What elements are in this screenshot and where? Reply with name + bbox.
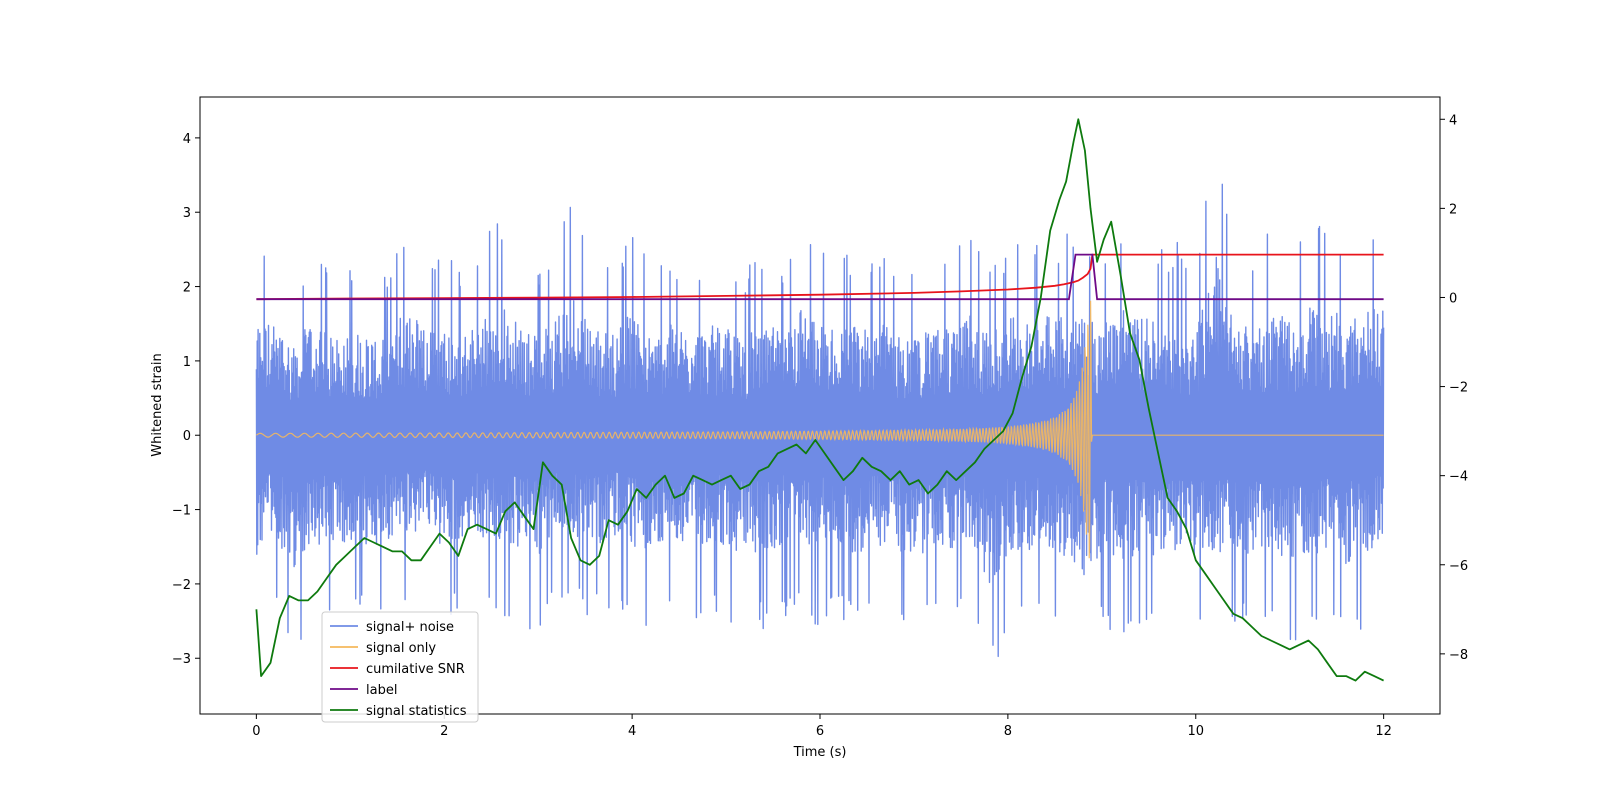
x-tick-label: 6 — [816, 724, 824, 739]
y-tick-label: −2 — [172, 578, 191, 593]
series-label — [256, 253, 1384, 301]
y2-tick-label: −4 — [1449, 470, 1468, 485]
y2-tick-label: −6 — [1449, 559, 1468, 574]
legend-label-snr: cumilative SNR — [366, 662, 465, 677]
y-tick-label: −3 — [172, 652, 191, 667]
y-tick-label: 2 — [183, 281, 191, 296]
legend-label-noise: signal+ noise — [366, 620, 454, 635]
y-tick-label: 3 — [183, 206, 191, 221]
y2-tick-label: 0 — [1449, 291, 1457, 306]
x-tick-label: 2 — [440, 724, 448, 739]
x-axis-label: Time (s) — [793, 745, 847, 760]
legend-box — [321, 611, 479, 723]
y2-tick-label: 2 — [1449, 202, 1457, 217]
y-tick-label: 1 — [183, 355, 191, 370]
x-tick-label: 0 — [252, 724, 260, 739]
y-tick-label: 0 — [183, 429, 191, 444]
y-axis-left: −3 −2 −1 0 1 2 3 4 — [172, 132, 200, 667]
x-tick-label: 8 — [1004, 724, 1012, 739]
legend-label-label: label — [366, 683, 397, 698]
legend: signal+ noise signal only cumilative SNR la… — [321, 611, 479, 723]
series-signal-statistics — [255, 118, 1384, 682]
y-tick-label: 4 — [183, 132, 191, 147]
legend-label-stats: signal statistics — [366, 704, 467, 719]
y2-tick-label: 4 — [1449, 113, 1457, 128]
y2-tick-label: −8 — [1449, 648, 1468, 663]
x-tick-label: 4 — [628, 724, 636, 739]
x-tick-label: 12 — [1375, 724, 1392, 739]
series-cumulative-snr — [256, 253, 1384, 301]
series-signal-noise — [255, 183, 1385, 658]
legend-label-signal: signal only — [366, 641, 436, 656]
y-axis-label: Whitened strain — [150, 353, 165, 456]
y-axis-right: −8 −6 −4 −2 0 2 4 — [1440, 113, 1468, 663]
x-tick-label: 10 — [1187, 724, 1204, 739]
y-tick-label: −1 — [172, 504, 191, 519]
series-layer — [255, 118, 1385, 682]
y2-tick-label: −2 — [1449, 381, 1468, 396]
series-signal-only — [256, 300, 1384, 559]
